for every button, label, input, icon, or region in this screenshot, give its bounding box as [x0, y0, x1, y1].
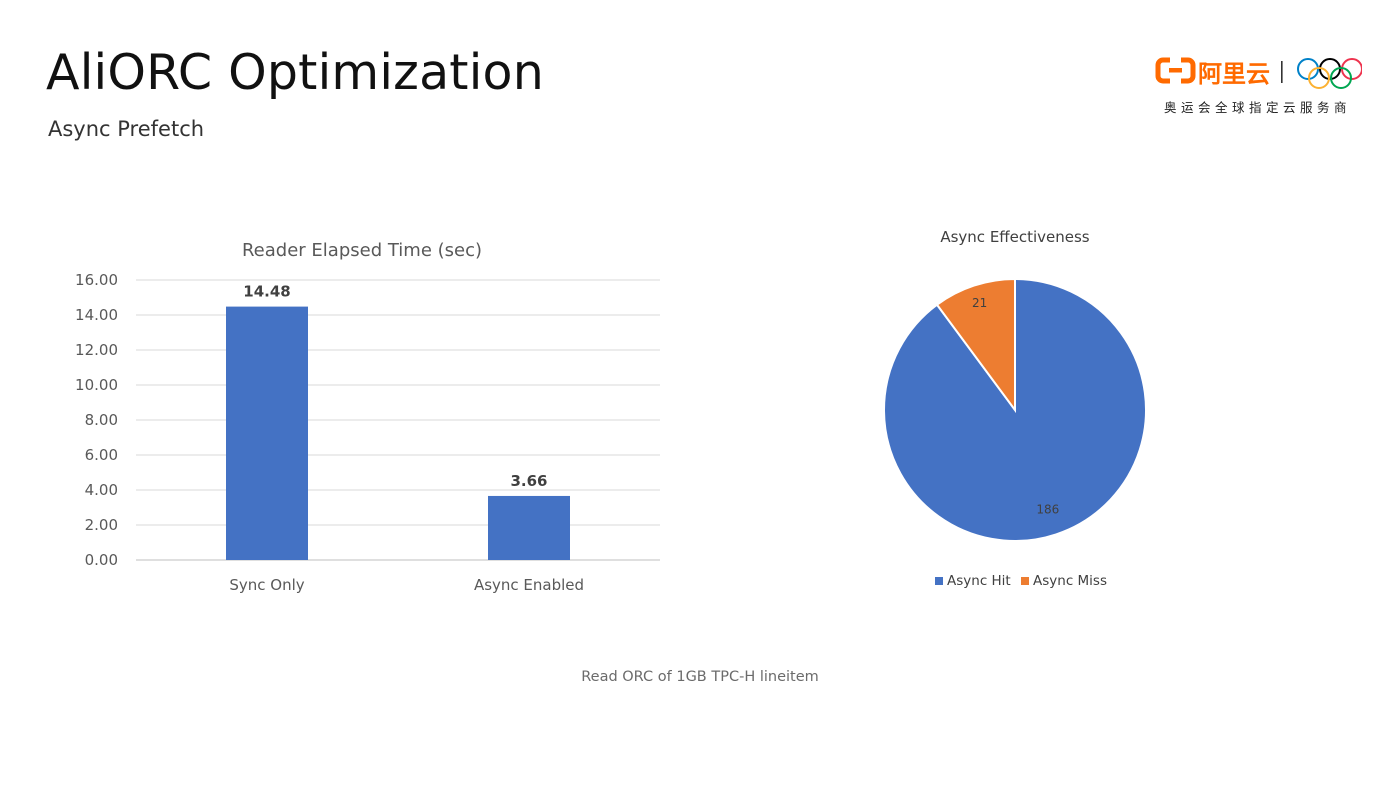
logo-divider — [1281, 61, 1283, 83]
slide-subtitle: Async Prefetch — [48, 117, 205, 141]
pie-data-label: 21 — [972, 296, 987, 310]
y-tick-label: 8.00 — [85, 411, 118, 429]
y-tick-label: 10.00 — [75, 376, 118, 394]
legend-swatch — [1021, 577, 1029, 585]
alibaba-cloud-logo: 阿里云 — [1150, 52, 1363, 116]
logo-brand-text: 阿里云 — [1198, 60, 1270, 88]
alibaba-cloud-bracket-icon — [1155, 57, 1196, 84]
pie-chart-title: Async Effectiveness — [940, 228, 1089, 246]
y-tick-label: 6.00 — [85, 446, 118, 464]
pie-slice — [935, 277, 1016, 414]
pie-chart: Async Effectiveness 186 21 Async Hit Async M… — [883, 228, 1147, 589]
pie-data-label: 186 — [1036, 503, 1059, 517]
bar — [226, 306, 308, 560]
y-tick-label: 4.00 — [85, 481, 118, 499]
legend-label: Async Hit — [947, 573, 1011, 589]
pie-slice — [883, 277, 1147, 542]
y-tick-label: 12.00 — [75, 341, 118, 359]
logo-tagline: 奥运会全球指定云服务商 — [1164, 100, 1352, 115]
legend-swatch — [935, 577, 943, 585]
y-tick-label: 0.00 — [85, 551, 118, 569]
y-tick-label: 16.00 — [75, 271, 118, 289]
bar-chart-title: Reader Elapsed Time (sec) — [242, 240, 482, 261]
bar-chart: Reader Elapsed Time (sec) 0.00 2.00 4.00 6.0… — [75, 240, 660, 594]
slide-caption: Read ORC of 1GB TPC-H lineitem — [581, 669, 819, 685]
bar-data-label: 14.48 — [243, 283, 290, 301]
olympic-rings-icon — [1297, 58, 1363, 89]
y-tick-label: 14.00 — [75, 306, 118, 324]
x-category-label: Sync Only — [229, 576, 304, 594]
y-tick-label: 2.00 — [85, 516, 118, 534]
bar — [488, 495, 570, 560]
x-category-label: Async Enabled — [474, 576, 584, 594]
bar-data-label: 3.66 — [510, 472, 547, 490]
slide-title: AliORC Optimization — [46, 44, 544, 101]
legend-label: Async Miss — [1033, 573, 1107, 589]
